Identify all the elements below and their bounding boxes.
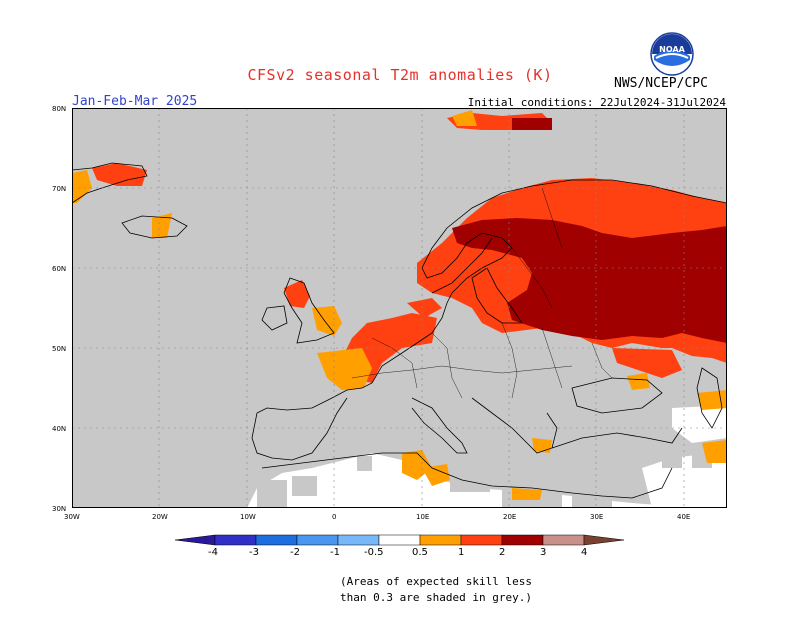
anomaly-map xyxy=(71,108,728,508)
lat-label-60n: 60N xyxy=(52,265,67,273)
anomaly-0-5-1-regions xyxy=(72,110,727,500)
colorbar-label-3: 3 xyxy=(540,547,547,558)
colorbar-swatch-8 xyxy=(501,534,544,546)
borders xyxy=(351,187,613,399)
colorbar-label-minus3: -3 xyxy=(249,547,259,558)
colorbar-swatch-6 xyxy=(419,534,462,546)
initial-conditions-label: Initial conditions: 22Jul2024-31Jul2024 xyxy=(467,96,726,109)
colorbar-swatch-9 xyxy=(542,534,585,546)
colorbar-label-0-5: 0.5 xyxy=(412,547,428,558)
season-label: Jan-Feb-Mar 2025 xyxy=(72,94,198,109)
lat-label-80n: 80N xyxy=(52,105,67,113)
agency-label: NWS/NCEP/CPC xyxy=(614,76,708,91)
lat-label-50n: 50N xyxy=(52,345,67,353)
lon-label-10w: 10W xyxy=(240,513,256,521)
colorbar-swatch-4 xyxy=(337,534,380,546)
lat-label-40n: 40N xyxy=(52,425,67,433)
colorbar-label-minus0-5: -0.5 xyxy=(364,547,384,558)
colorbar-label-1: 1 xyxy=(458,547,465,558)
lon-label-20w: 20W xyxy=(152,513,168,521)
logo-text: NOAA xyxy=(659,45,685,54)
map-frame xyxy=(72,108,727,508)
lon-label-10e: 10E xyxy=(416,513,430,521)
lon-label-30w: 30W xyxy=(64,513,80,521)
colorbar-label-4: 4 xyxy=(581,547,588,558)
colorbar-swatch-1 xyxy=(214,534,257,546)
colorbar-label-2: 2 xyxy=(499,547,506,558)
lon-label-20e: 20E xyxy=(503,513,517,521)
colorbar-arrow-low xyxy=(174,534,216,546)
colorbar-swatches xyxy=(174,534,625,546)
colorbar-swatch-3 xyxy=(296,534,339,546)
colorbar-label-minus4: -4 xyxy=(208,547,218,558)
colorbar-swatch-5 xyxy=(378,534,421,546)
lon-label-30e: 30E xyxy=(590,513,604,521)
coastlines xyxy=(71,162,728,499)
colorbar-label-minus1: -1 xyxy=(330,547,340,558)
lat-label-70n: 70N xyxy=(52,185,67,193)
lat-label-30n: 30N xyxy=(52,505,67,513)
graticule xyxy=(72,108,727,508)
colorbar-arrow-high xyxy=(583,534,625,546)
colorbar xyxy=(174,530,625,560)
skill-footnote-line2: than 0.3 are shaded in grey.) xyxy=(339,591,533,604)
lon-label-40e: 40E xyxy=(677,513,691,521)
colorbar-label-minus2: -2 xyxy=(290,547,300,558)
skill-footnote-line1: (Areas of expected skill less xyxy=(339,575,533,588)
colorbar-swatch-7 xyxy=(460,534,503,546)
colorbar-swatch-2 xyxy=(255,534,298,546)
lon-label-0: 0 xyxy=(332,513,337,521)
map-title: CFSv2 seasonal T2m anomalies (K) xyxy=(247,66,553,84)
logo: NOAA xyxy=(650,32,694,76)
anomaly-2-3-regions xyxy=(452,118,727,343)
skill-footnote: (Areas of expected skill less than 0.3 a… xyxy=(0,574,800,606)
